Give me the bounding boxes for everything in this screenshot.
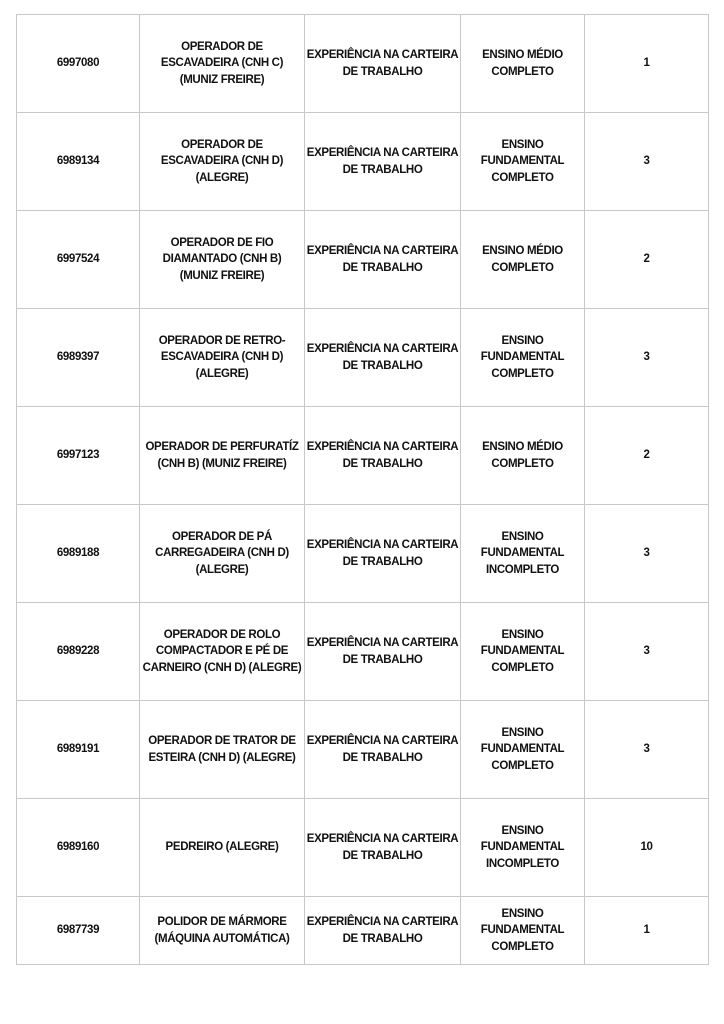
job-code-cell: 6989191 (16, 700, 140, 799)
vacancies-cell: 10 (584, 798, 709, 897)
job-title-cell: OPERADOR DE PERFURATÍZ (CNH B) (MUNIZ FR… (139, 406, 305, 505)
education-cell: ENSINO FUNDAMENTAL COMPLETO (460, 112, 585, 211)
table-row: 6989134 OPERADOR DE ESCAVADEIRA (CNH D) (… (16, 112, 709, 211)
experience-cell: EXPERIÊNCIA NA CARTEIRA DE TRABALHO (304, 308, 461, 407)
job-title-cell: OPERADOR DE PÁ CARREGADEIRA (CNH D) (ALE… (139, 504, 305, 603)
job-title-cell: OPERADOR DE ESCAVADEIRA (CNH C) (MUNIZ F… (139, 14, 305, 113)
vacancies-cell: 1 (584, 896, 709, 965)
job-title-cell: POLIDOR DE MÁRMORE (MÁQUINA AUTOMÁTICA) (139, 896, 305, 965)
job-title-cell: OPERADOR DE ROLO COMPACTADOR E PÉ DE CAR… (139, 602, 305, 701)
job-title-cell: PEDREIRO (ALEGRE) (139, 798, 305, 897)
education-cell: ENSINO MÉDIO COMPLETO (460, 14, 585, 113)
vacancies-cell: 2 (584, 210, 709, 309)
table-row: 6997524 OPERADOR DE FIO DIAMANTADO (CNH B… (16, 210, 709, 309)
experience-cell: EXPERIÊNCIA NA CARTEIRA DE TRABALHO (304, 504, 461, 603)
table-row: 6989188 OPERADOR DE PÁ CARREGADEIRA (CNH … (16, 504, 709, 603)
experience-cell: EXPERIÊNCIA NA CARTEIRA DE TRABALHO (304, 14, 461, 113)
experience-cell: EXPERIÊNCIA NA CARTEIRA DE TRABALHO (304, 210, 461, 309)
job-code-cell: 6989228 (16, 602, 140, 701)
job-code-cell: 6987739 (16, 896, 140, 965)
experience-cell: EXPERIÊNCIA NA CARTEIRA DE TRABALHO (304, 406, 461, 505)
vacancies-cell: 3 (584, 504, 709, 603)
job-code-cell: 6997080 (16, 14, 140, 113)
vacancies-cell: 1 (584, 14, 709, 113)
vacancies-cell: 3 (584, 700, 709, 799)
education-cell: ENSINO MÉDIO COMPLETO (460, 210, 585, 309)
job-code-cell: 6989397 (16, 308, 140, 407)
vacancies-cell: 3 (584, 308, 709, 407)
table-row: 6997123 OPERADOR DE PERFURATÍZ (CNH B) (M… (16, 406, 709, 505)
job-title-cell: OPERADOR DE RETRO- ESCAVADEIRA (CNH D) (… (139, 308, 305, 407)
experience-cell: EXPERIÊNCIA NA CARTEIRA DE TRABALHO (304, 700, 461, 799)
education-cell: ENSINO FUNDAMENTAL COMPLETO (460, 896, 585, 965)
job-title-cell: OPERADOR DE FIO DIAMANTADO (CNH B) (MUNI… (139, 210, 305, 309)
education-cell: ENSINO FUNDAMENTAL COMPLETO (460, 602, 585, 701)
table-row: 6989228 OPERADOR DE ROLO COMPACTADOR E PÉ… (16, 602, 709, 701)
education-cell: ENSINO FUNDAMENTAL INCOMPLETO (460, 504, 585, 603)
job-code-cell: 6989160 (16, 798, 140, 897)
job-title-cell: OPERADOR DE TRATOR DE ESTEIRA (CNH D) (A… (139, 700, 305, 799)
education-cell: ENSINO FUNDAMENTAL INCOMPLETO (460, 798, 585, 897)
table-row: 6989191 OPERADOR DE TRATOR DE ESTEIRA (CN… (16, 700, 709, 799)
vacancies-cell: 3 (584, 112, 709, 211)
vacancies-cell: 3 (584, 602, 709, 701)
job-vacancies-table: 6997080 OPERADOR DE ESCAVADEIRA (CNH C) (… (16, 14, 709, 965)
education-cell: ENSINO FUNDAMENTAL COMPLETO (460, 308, 585, 407)
table-row: 6989160 PEDREIRO (ALEGRE) EXPERIÊNCIA NA C… (16, 798, 709, 897)
education-cell: ENSINO MÉDIO COMPLETO (460, 406, 585, 505)
table-row: 6997080 OPERADOR DE ESCAVADEIRA (CNH C) (… (16, 14, 709, 113)
job-code-cell: 6997524 (16, 210, 140, 309)
job-code-cell: 6989188 (16, 504, 140, 603)
education-cell: ENSINO FUNDAMENTAL COMPLETO (460, 700, 585, 799)
table-row: 6987739 POLIDOR DE MÁRMORE (MÁQUINA AUTOM… (16, 896, 709, 965)
table-row: 6989397 OPERADOR DE RETRO- ESCAVADEIRA (C… (16, 308, 709, 407)
job-code-cell: 6989134 (16, 112, 140, 211)
experience-cell: EXPERIÊNCIA NA CARTEIRA DE TRABALHO (304, 798, 461, 897)
experience-cell: EXPERIÊNCIA NA CARTEIRA DE TRABALHO (304, 602, 461, 701)
experience-cell: EXPERIÊNCIA NA CARTEIRA DE TRABALHO (304, 112, 461, 211)
vacancies-cell: 2 (584, 406, 709, 505)
experience-cell: EXPERIÊNCIA NA CARTEIRA DE TRABALHO (304, 896, 461, 965)
job-code-cell: 6997123 (16, 406, 140, 505)
job-title-cell: OPERADOR DE ESCAVADEIRA (CNH D) (ALEGRE) (139, 112, 305, 211)
